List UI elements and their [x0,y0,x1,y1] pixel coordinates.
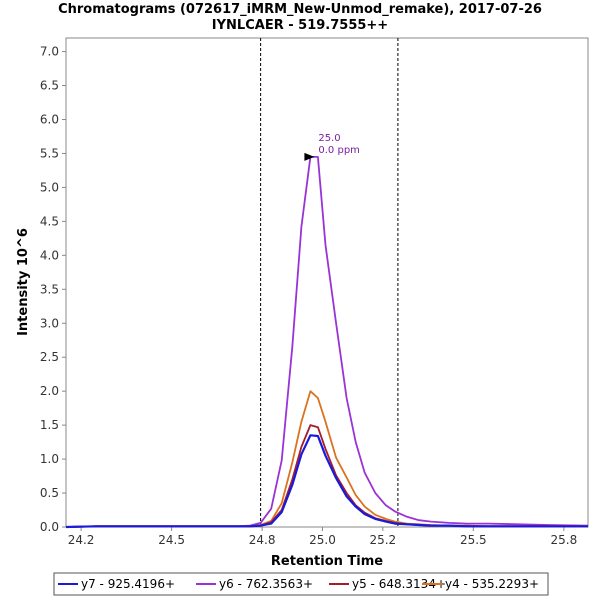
y-tick-label: 0.5 [40,486,59,500]
series-line-y7 [65,434,588,529]
y-tick-label: 1.5 [40,418,59,432]
x-tick-label: 25.5 [460,533,487,547]
x-tick-label: 24.8 [249,533,276,547]
legend-label-y6: y6 - 762.3563+ [219,577,313,591]
x-axis: 24.2 24.5 24.8 25.0 25.2 25.5 25.8 [68,527,577,547]
y-tick-label: 2.0 [40,384,59,398]
y-axis: 0.0 0.5 1.0 1.5 2.0 2.5 3.0 3.5 4.0 4.5 5.0 5.5 6.0 6… [40,45,66,534]
x-tick-label: 25.0 [309,533,336,547]
legend-label-y7: y7 - 925.4196+ [81,577,175,591]
y-tick-label: 3.5 [40,282,59,296]
peak-boundaries [260,38,399,527]
plot-area [65,37,589,528]
legend-box [53,572,549,596]
y-tick-label: 5.0 [40,180,59,194]
x-tick-label: 24.5 [158,533,185,547]
annotation-ppm: 0.0 ppm [318,145,360,156]
y-tick-label: 4.0 [40,248,59,262]
legend-label-y5: y5 - 648.3134+ [352,577,446,591]
legend: y7 - 925.4196+ y6 - 762.3563+ y5 - 648.313… [53,572,549,596]
y-tick-label: 4.5 [40,214,59,228]
x-tick-label: 24.2 [68,533,95,547]
y-axis-title: Intensity 10^6 [16,228,31,336]
y-tick-label: 2.5 [40,350,59,364]
y-tick-label: 7.0 [40,45,59,59]
chart-subtitle: IYNLCAER - 519.7555++ [212,18,388,33]
y-tick-label: 3.0 [40,316,59,330]
x-tick-label: 25.8 [551,533,578,547]
peak-marker-icon [304,152,315,161]
y-tick-label: 1.0 [40,452,59,466]
x-tick-label: 25.2 [369,533,396,547]
y-tick-label: 6.5 [40,79,59,93]
y-tick-label: 0.0 [40,520,59,534]
annotation-retention-time: 25.0 [318,133,340,144]
chart-title: Chromatograms (072617_iMRM_New-Unmod_rem… [58,2,542,17]
y-tick-label: 5.5 [40,146,59,160]
x-axis-title: Retention Time [271,554,383,569]
peak-annotation: 25.0 0.0 ppm [304,133,360,161]
y-tick-label: 6.0 [40,113,59,127]
legend-label-y4: y4 - 535.2293+ [445,577,539,591]
series-layer [65,155,589,529]
